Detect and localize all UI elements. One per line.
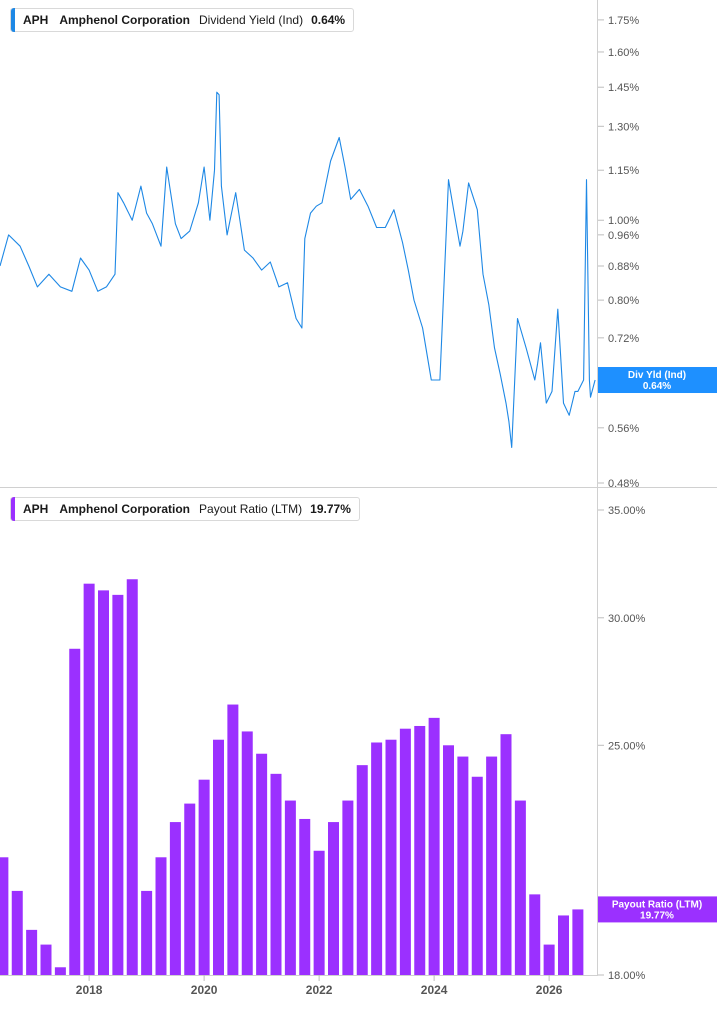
legend-company: Amphenol Corporation (59, 13, 191, 27)
x-tick-label: 2020 (191, 983, 218, 997)
y-tick-label: 0.88% (608, 261, 639, 273)
payout-bar (299, 818, 311, 975)
payout-bar (356, 765, 368, 975)
legend-swatch (11, 8, 15, 32)
y-tick-label: 1.60% (608, 47, 639, 59)
y-tick-label: 25.00% (608, 740, 646, 752)
payout-bar (0, 857, 9, 975)
y-tick-label: 1.30% (608, 121, 639, 133)
payout-bar (69, 648, 81, 975)
payout-ratio-legend: APH Amphenol Corporation Payout Ratio (L… (10, 497, 360, 521)
legend-value: 19.77% (310, 502, 351, 516)
y-tick-label: 0.48% (608, 478, 639, 490)
payout-bar (385, 739, 397, 975)
payout-bar (184, 803, 196, 975)
legend-ticker: APH (23, 502, 49, 516)
payout-bar (529, 894, 541, 975)
y-tick-label: 0.72% (608, 333, 639, 345)
payout-bar (155, 857, 167, 975)
payout-bar (213, 739, 224, 975)
dividend-yield-line (0, 91, 596, 449)
payout-bar (112, 594, 124, 975)
payout-ratio-badge-bg (598, 896, 717, 923)
dividend-yield-badge-value: 0.64% (643, 381, 671, 392)
dividend-yield-plot: 1.75% 1.60% 1.45% 1.30% 1.15% 1.00% 0.96% 0.88%… (0, 15, 717, 490)
payout-bar (471, 776, 483, 975)
legend-metric: Dividend Yield (Ind) (199, 13, 304, 27)
payout-bar (270, 773, 282, 975)
x-tick-label: 2018 (76, 983, 103, 997)
payout-bar (26, 929, 38, 975)
payout-bar (241, 731, 253, 975)
payout-bar (457, 756, 469, 975)
payout-bar (572, 909, 584, 975)
legend-value: 0.64% (311, 13, 346, 27)
payout-bar (371, 742, 383, 975)
dividend-yield-badge-label: Div Yld (Ind) (628, 370, 686, 381)
payout-bar (342, 800, 354, 975)
payout-bar (543, 944, 555, 975)
y-tick-label: 1.45% (608, 82, 639, 94)
payout-bar (399, 728, 411, 975)
payout-bar (11, 890, 23, 975)
payout-bar (169, 822, 181, 975)
y-tick-label: 35.00% (608, 505, 646, 517)
legend-company: Amphenol Corporation (59, 502, 191, 516)
y-tick-label: 1.15% (608, 165, 639, 177)
payout-ratio-badge-value: 19.77% (640, 910, 674, 921)
payout-bar (40, 944, 52, 975)
payout-bar (328, 822, 339, 975)
y-tick-label: 30.00% (608, 613, 646, 625)
legend-metric: Payout Ratio (LTM) (199, 502, 303, 516)
x-tick-label: 2026 (536, 983, 563, 997)
legend-swatch (11, 497, 15, 521)
payout-bar (98, 590, 109, 975)
payout-bar (284, 800, 296, 975)
dividend-yield-legend: APH Amphenol Corporation Dividend Yield … (10, 8, 355, 32)
payout-ratio-badge-label: Payout Ratio (LTM) (612, 899, 702, 910)
y-tick-label: 1.00% (608, 215, 639, 227)
y-tick-label: 0.56% (608, 423, 639, 435)
dividend-yield-badge-bg (598, 367, 717, 394)
payout-bar (514, 800, 526, 975)
legend-ticker: APH (23, 13, 49, 27)
payout-bar (428, 717, 440, 975)
payout-bar (313, 850, 325, 975)
payout-bar (227, 704, 239, 975)
payout-bar (486, 756, 498, 975)
y-tick-label: 1.75% (608, 15, 639, 27)
payout-ratio-plot: 35.00% 30.00% 25.00% 18.00% 2018 2020 2022 2024… (0, 505, 717, 997)
y-tick-label: 0.80% (608, 295, 639, 307)
y-tick-label: 18.00% (608, 970, 646, 982)
payout-bar (141, 890, 153, 975)
payout-bar (198, 779, 210, 975)
payout-bar (83, 583, 95, 975)
payout-bar (256, 753, 268, 975)
payout-bar (126, 579, 138, 975)
x-tick-label: 2024 (421, 983, 448, 997)
payout-bar (414, 725, 426, 975)
payout-bar (500, 734, 512, 975)
payout-bar (54, 967, 66, 975)
y-tick-label: 0.96% (608, 230, 639, 242)
x-tick-label: 2022 (306, 983, 333, 997)
payout-bar (558, 915, 569, 975)
payout-bar (443, 745, 454, 975)
